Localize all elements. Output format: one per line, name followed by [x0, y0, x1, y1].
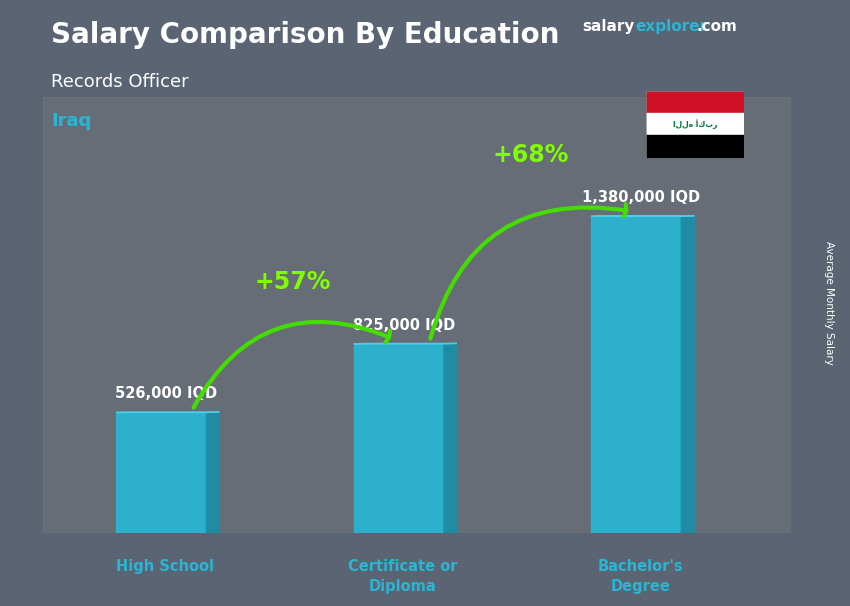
Bar [646, 113, 744, 135]
Text: 1,380,000 IQD: 1,380,000 IQD [582, 190, 700, 205]
Polygon shape [681, 216, 694, 533]
Text: +68%: +68% [492, 142, 569, 167]
Text: الله أكبر: الله أكبر [672, 119, 717, 129]
Text: +57%: +57% [255, 270, 332, 295]
Text: High School: High School [116, 559, 214, 574]
Text: Records Officer: Records Officer [51, 73, 189, 91]
Text: explorer: explorer [635, 19, 707, 35]
Polygon shape [444, 344, 456, 533]
Text: Iraq: Iraq [51, 112, 91, 130]
Text: Certificate or
Diploma: Certificate or Diploma [348, 559, 457, 594]
Bar [116, 413, 207, 533]
Text: Average Monthly Salary: Average Monthly Salary [824, 241, 834, 365]
Bar [591, 216, 681, 533]
Text: Bachelor's
Degree: Bachelor's Degree [598, 559, 683, 594]
Bar [646, 135, 744, 158]
Bar [354, 344, 444, 533]
Text: .com: .com [696, 19, 737, 35]
Text: 526,000 IQD: 526,000 IQD [116, 386, 218, 401]
Text: 825,000 IQD: 825,000 IQD [353, 318, 455, 333]
Bar [646, 91, 744, 113]
Text: Salary Comparison By Education: Salary Comparison By Education [51, 21, 559, 49]
Text: salary: salary [582, 19, 635, 35]
Polygon shape [207, 412, 219, 533]
